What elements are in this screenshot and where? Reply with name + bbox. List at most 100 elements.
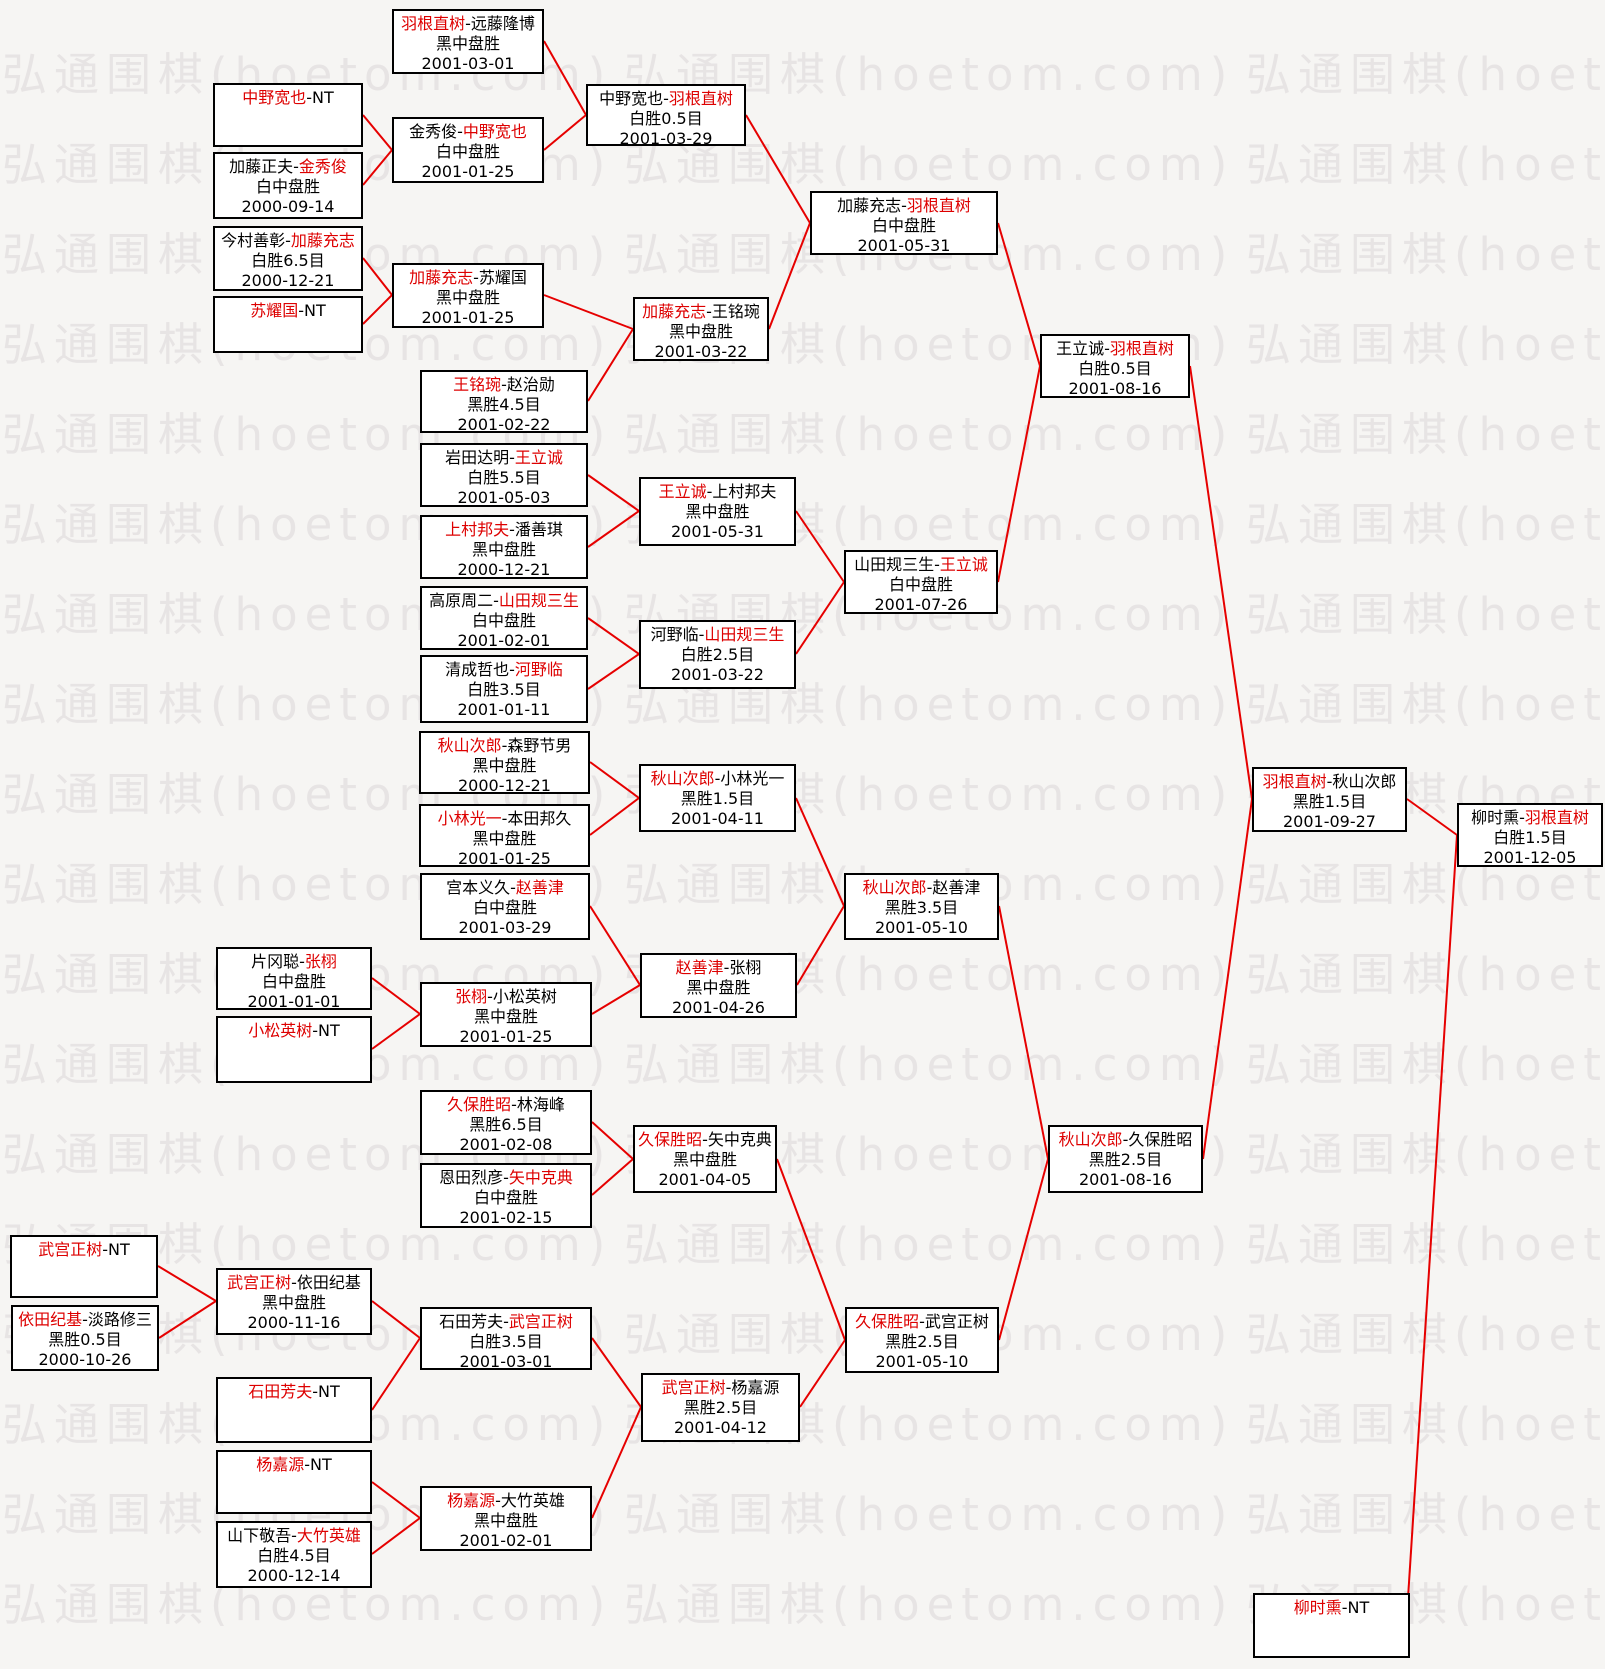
match-result: 黑胜2.5目 bbox=[1088, 1150, 1163, 1169]
match-box-imamura-kato[interactable]: 今村善彰-加藤充志 白胜6.5目 2000-12-21 bbox=[213, 226, 363, 291]
match-date: 2001-03-01 bbox=[421, 54, 515, 73]
match-players: 加藤充志-苏耀国 bbox=[409, 268, 527, 288]
match-box-yoo-hane[interactable]: 柳时熏-羽根直树 白胜1.5目 2001-12-05 bbox=[1457, 803, 1603, 867]
match-box-ishida-nt[interactable]: 石田芳夫-NT bbox=[216, 1377, 372, 1443]
match-box-kato-kim[interactable]: 加藤正夫-金秀俊 白中盘胜 2000-09-14 bbox=[213, 152, 363, 219]
match-date: 2001-01-25 bbox=[421, 162, 515, 181]
match-players: 小松英树-NT bbox=[248, 1021, 340, 1041]
player-name: -NT bbox=[306, 88, 334, 107]
match-box-takemiya-yang[interactable]: 武宫正树-杨嘉源 黑胜2.5目 2001-04-12 bbox=[641, 1373, 800, 1442]
connector-line bbox=[587, 653, 640, 690]
match-box-komatsu-nt[interactable]: 小松英树-NT bbox=[216, 1016, 372, 1083]
match-box-yang-otake[interactable]: 杨嘉源-大竹英雄 黑中盘胜 2001-02-01 bbox=[420, 1486, 592, 1551]
player-name: -NT bbox=[312, 1382, 340, 1401]
match-date: 2000-12-21 bbox=[457, 560, 551, 579]
match-result: 黑中盘胜 bbox=[261, 1293, 326, 1312]
match-box-uemura-pan[interactable]: 上村邦夫-潘善琪 黑中盘胜 2000-12-21 bbox=[420, 515, 588, 579]
player-name: -杨嘉源 bbox=[725, 1378, 780, 1397]
match-box-yoo-nt[interactable]: 柳时熏-NT bbox=[1253, 1593, 1410, 1658]
player-name: 金秀俊- bbox=[409, 122, 463, 141]
match-box-kato-su[interactable]: 加藤充志-苏耀国 黑中盘胜 2001-01-25 bbox=[392, 263, 544, 328]
match-box-yang-nt[interactable]: 杨嘉源-NT bbox=[216, 1450, 372, 1514]
match-box-wangl-uemura[interactable]: 王立诚-上村邦夫 黑中盘胜 2001-05-31 bbox=[639, 477, 796, 546]
match-date: 2001-03-22 bbox=[654, 342, 748, 361]
winner-name: 赵善津 bbox=[675, 958, 724, 977]
match-box-kim-nakano[interactable]: 金秀俊-中野宽也 白中盘胜 2001-01-25 bbox=[392, 117, 544, 183]
match-box-yoda-awaji[interactable]: 依田纪基-淡路修三 黑胜0.5目 2000-10-26 bbox=[11, 1305, 159, 1371]
match-result: 白胜2.5目 bbox=[680, 645, 755, 664]
match-box-zhang-komatsu[interactable]: 张栩-小松英树 黑中盘胜 2001-01-25 bbox=[420, 982, 592, 1047]
match-result: 黑胜4.5目 bbox=[467, 395, 541, 414]
match-box-chos-zhang[interactable]: 赵善津-张栩 黑中盘胜 2001-04-26 bbox=[640, 953, 797, 1018]
match-date: 2001-04-26 bbox=[672, 998, 765, 1017]
match-box-kiyonari-kono[interactable]: 清成哲也-河野临 白胜3.5目 2001-01-11 bbox=[420, 655, 588, 723]
match-box-akiyama-kobayashi[interactable]: 秋山次郎-小林光一 黑胜1.5目 2001-04-11 bbox=[639, 764, 796, 832]
match-result: 白中盘胜 bbox=[871, 216, 936, 235]
winner-name: 依田纪基 bbox=[18, 1310, 83, 1329]
winner-name: 武宫正树 bbox=[661, 1378, 726, 1397]
match-date: 2001-01-11 bbox=[457, 700, 551, 719]
match-box-kato-hane[interactable]: 加藤充志-羽根直树 白中盘胜 2001-05-31 bbox=[810, 191, 998, 255]
match-result: 白中盘胜 bbox=[261, 972, 326, 991]
match-box-takemiya-nt[interactable]: 武宫正树-NT bbox=[10, 1235, 158, 1298]
connector-line bbox=[998, 1158, 1049, 1341]
match-players: 小林光一-本田邦久 bbox=[438, 809, 572, 829]
winner-name: 张栩 bbox=[455, 987, 488, 1006]
match-box-kono-yamada[interactable]: 河野临-山田规三生 白胜2.5目 2001-03-22 bbox=[639, 620, 796, 689]
match-box-su-nt[interactable]: 苏耀国-NT bbox=[213, 296, 363, 353]
match-box-ishida-takemiya[interactable]: 石田芳夫-武宫正树 白胜3.5目 2001-03-01 bbox=[420, 1307, 592, 1371]
match-result: 白中盘胜 bbox=[435, 142, 500, 161]
match-result: 白胜0.5目 bbox=[1078, 359, 1152, 378]
match-result: 黑胜3.5目 bbox=[884, 898, 959, 917]
match-box-nakano-hane[interactable]: 中野宽也-羽根直树 白胜0.5目 2001-03-29 bbox=[586, 84, 746, 148]
match-players: 片冈聪-张栩 bbox=[251, 952, 337, 972]
match-date: 2001-03-29 bbox=[458, 918, 552, 937]
connector-line bbox=[1189, 365, 1253, 800]
match-box-kubo-rin[interactable]: 久保胜昭-林海峰 黑胜6.5目 2001-02-08 bbox=[420, 1090, 592, 1155]
match-box-akiyama-kubo[interactable]: 秋山次郎-久保胜昭 黑胜2.5目 2001-08-16 bbox=[1048, 1125, 1203, 1193]
match-result: 白胜3.5目 bbox=[467, 680, 541, 699]
match-players: 秋山次郎-久保胜昭 bbox=[1059, 1130, 1193, 1150]
winner-name: 王立诚 bbox=[939, 555, 988, 574]
match-box-kataoka-zhang[interactable]: 片冈聪-张栩 白中盘胜 2001-01-01 bbox=[216, 947, 372, 1011]
connector-line bbox=[589, 905, 641, 986]
match-box-akiyama-chos[interactable]: 秋山次郎-赵善津 黑胜3.5目 2001-05-10 bbox=[844, 873, 999, 940]
winner-name: 山田规三生 bbox=[704, 625, 785, 644]
match-box-takahara-yamada[interactable]: 高原周二-山田规三生 白中盘胜 2001-02-01 bbox=[420, 586, 588, 650]
match-box-yamashita-otake[interactable]: 山下敬吾-大竹英雄 白胜4.5目 2000-12-14 bbox=[216, 1521, 372, 1588]
player-name: 中野宽也- bbox=[599, 89, 669, 108]
match-box-wangm-cho[interactable]: 王铭琬-赵治勋 黑胜4.5目 2001-02-22 bbox=[420, 370, 588, 434]
match-box-onda-yanaka[interactable]: 恩田烈彦-矢中克典 白中盘胜 2001-02-15 bbox=[420, 1163, 592, 1228]
match-players: 秋山次郎-小林光一 bbox=[651, 769, 785, 789]
match-players: 王铭琬-赵治勋 bbox=[453, 375, 555, 395]
connector-line bbox=[587, 617, 640, 655]
player-name: -赵善津 bbox=[926, 878, 981, 897]
match-box-iwata-wangl[interactable]: 岩田达明-王立诚 白胜5.5目 2001-05-03 bbox=[420, 443, 588, 507]
match-players: 清成哲也-河野临 bbox=[445, 660, 563, 680]
connector-line bbox=[591, 1158, 634, 1196]
match-date: 2000-09-14 bbox=[241, 197, 335, 216]
connector-line bbox=[362, 257, 393, 296]
match-date: 2001-09-27 bbox=[1283, 812, 1376, 831]
match-box-kubo-takemiya[interactable]: 久保胜昭-武宫正树 黑胜2.5目 2001-05-10 bbox=[845, 1307, 999, 1373]
match-box-kobayashi-honda[interactable]: 小林光一-本田邦久 黑中盘胜 2001-01-25 bbox=[419, 804, 590, 868]
match-box-wangl-hane[interactable]: 王立诚-羽根直树 白胜0.5目 2001-08-16 bbox=[1040, 334, 1190, 398]
match-box-miyamoto-chos[interactable]: 宫本义久-赵善津 白中盘胜 2001-03-29 bbox=[420, 873, 590, 940]
match-players: 久保胜昭-矢中克典 bbox=[638, 1130, 772, 1150]
match-box-yamada-wangl[interactable]: 山田规三生-王立诚 白中盘胜 2001-07-26 bbox=[844, 550, 998, 614]
match-box-kubo-yanaka[interactable]: 久保胜昭-矢中克典 黑中盘胜 2001-04-05 bbox=[633, 1125, 777, 1193]
connector-line bbox=[1202, 798, 1253, 1160]
match-box-takemiya-yoda[interactable]: 武宫正树-依田纪基 黑中盘胜 2000-11-16 bbox=[216, 1268, 372, 1335]
winner-name: 羽根直树 bbox=[401, 14, 466, 33]
match-box-nakano-nt[interactable]: 中野宽也-NT bbox=[213, 83, 363, 147]
match-players: 武宫正树-NT bbox=[38, 1240, 130, 1260]
connector-line bbox=[371, 1300, 421, 1339]
match-date: 2001-03-29 bbox=[619, 129, 713, 148]
match-box-hane-endo[interactable]: 羽根直树-远藤隆博 黑中盘胜 2001-03-01 bbox=[392, 9, 544, 74]
match-result: 黑中盘胜 bbox=[672, 1150, 737, 1169]
match-box-kato-wangm[interactable]: 加藤充志-王铭琬 黑中盘胜 2001-03-22 bbox=[633, 297, 769, 361]
player-name: 岩田达明- bbox=[445, 448, 515, 467]
player-name: 柳时熏- bbox=[1471, 808, 1525, 827]
match-box-akiyama-morino[interactable]: 秋山次郎-森野节男 黑中盘胜 2000-12-21 bbox=[419, 731, 590, 795]
match-box-hane-akiyama[interactable]: 羽根直树-秋山次郎 黑胜1.5目 2001-09-27 bbox=[1252, 767, 1407, 832]
